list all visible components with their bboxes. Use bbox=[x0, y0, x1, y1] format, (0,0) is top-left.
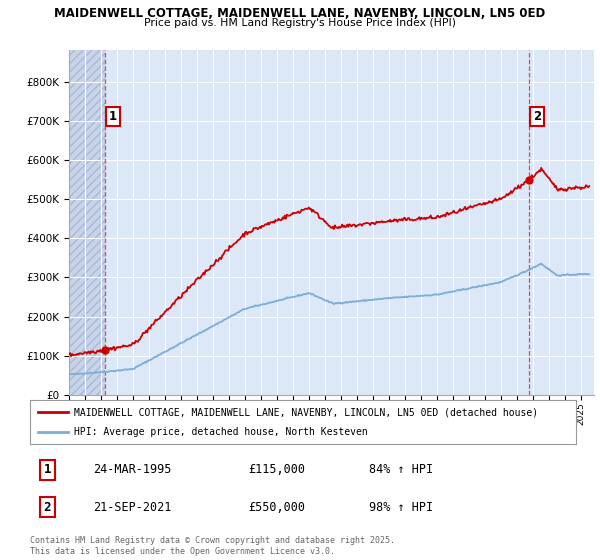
Bar bbox=[69, 50, 104, 395]
Text: Contains HM Land Registry data © Crown copyright and database right 2025.
This d: Contains HM Land Registry data © Crown c… bbox=[30, 536, 395, 556]
Text: MAIDENWELL COTTAGE, MAIDENWELL LANE, NAVENBY, LINCOLN, LN5 0ED: MAIDENWELL COTTAGE, MAIDENWELL LANE, NAV… bbox=[55, 7, 545, 20]
Text: 1: 1 bbox=[44, 463, 51, 476]
Text: 2: 2 bbox=[44, 501, 51, 514]
Text: 2: 2 bbox=[533, 110, 541, 123]
Text: 84% ↑ HPI: 84% ↑ HPI bbox=[368, 463, 433, 476]
Text: 21-SEP-2021: 21-SEP-2021 bbox=[93, 501, 171, 514]
Text: MAIDENWELL COTTAGE, MAIDENWELL LANE, NAVENBY, LINCOLN, LN5 0ED (detached house): MAIDENWELL COTTAGE, MAIDENWELL LANE, NAV… bbox=[74, 407, 538, 417]
Text: HPI: Average price, detached house, North Kesteven: HPI: Average price, detached house, Nort… bbox=[74, 427, 367, 437]
Text: £550,000: £550,000 bbox=[248, 501, 305, 514]
Text: £115,000: £115,000 bbox=[248, 463, 305, 476]
Text: 98% ↑ HPI: 98% ↑ HPI bbox=[368, 501, 433, 514]
Text: 1: 1 bbox=[109, 110, 117, 123]
Text: Price paid vs. HM Land Registry's House Price Index (HPI): Price paid vs. HM Land Registry's House … bbox=[144, 18, 456, 28]
Text: 24-MAR-1995: 24-MAR-1995 bbox=[93, 463, 171, 476]
